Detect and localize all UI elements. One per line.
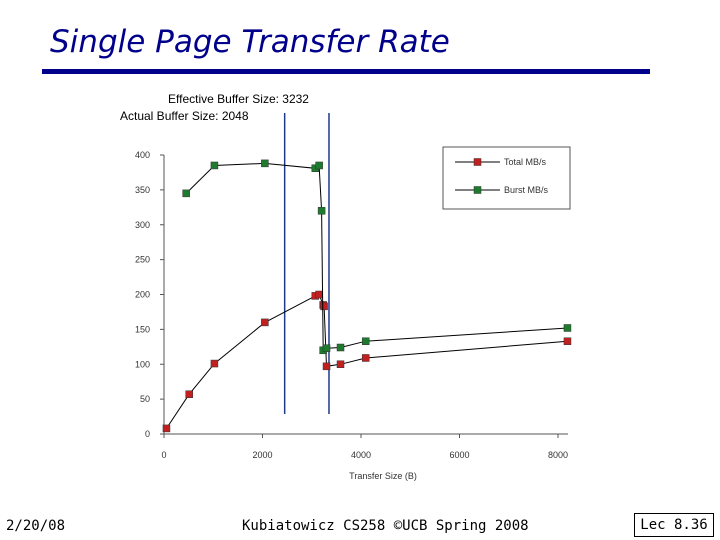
burst-mbs-point bbox=[182, 189, 190, 198]
y-tick-label: 150 bbox=[135, 324, 150, 334]
x-tick-label: 6000 bbox=[449, 450, 469, 460]
total-mbs-point bbox=[185, 390, 193, 398]
x-tick-label: 2000 bbox=[252, 450, 272, 460]
x-axis-label: Transfer Size (B) bbox=[349, 471, 417, 481]
y-tick-label: 200 bbox=[135, 290, 150, 300]
actual-buffer-note: Actual Buffer Size: 2048 bbox=[120, 109, 249, 123]
y-tick-label: 300 bbox=[135, 220, 150, 230]
y-tick-label: 350 bbox=[135, 185, 150, 195]
slide-title: Single Page Transfer Rate bbox=[50, 24, 450, 60]
x-tick-label: 8000 bbox=[548, 450, 568, 460]
total-mbs-point bbox=[162, 424, 171, 433]
burst-mbs-point bbox=[317, 207, 326, 215]
footer-date: 2/20/08 bbox=[6, 518, 66, 534]
total-mbs-point bbox=[315, 290, 323, 299]
legend-box bbox=[442, 146, 571, 210]
x-tick-label: 0 bbox=[161, 450, 166, 460]
footer-page-number: Lec 8.36 bbox=[634, 513, 714, 537]
burst-mbs-point bbox=[322, 344, 331, 352]
burst-mbs-point bbox=[563, 324, 572, 332]
total-mbs-point bbox=[322, 362, 331, 371]
footer-course: Kubiatowicz CS258 ©UCB Spring 2008 bbox=[242, 518, 529, 534]
y-tick-label: 100 bbox=[135, 359, 150, 369]
total-mbs-point bbox=[210, 359, 219, 368]
burst-mbs-legend-marker bbox=[473, 186, 482, 194]
burst-mbs-point bbox=[261, 159, 269, 168]
total-mbs-point bbox=[336, 360, 345, 368]
total-mbs-point bbox=[361, 354, 370, 362]
total-mbs-point bbox=[563, 337, 572, 345]
burst-mbs-point bbox=[315, 161, 323, 170]
effective-buffer-note: Effective Buffer Size: 3232 bbox=[168, 92, 309, 106]
total-mbs-point bbox=[320, 302, 328, 311]
title-underline bbox=[42, 69, 650, 74]
y-tick-label: 250 bbox=[135, 255, 150, 265]
total-mbs-legend-marker bbox=[473, 158, 482, 166]
total-mbs-point bbox=[261, 318, 269, 327]
burst-mbs-legend-label: Burst MB/s bbox=[504, 185, 549, 195]
burst-mbs-point bbox=[336, 343, 345, 352]
burst-mbs-point bbox=[361, 337, 370, 345]
total-mbs-legend-label: Total MB/s bbox=[504, 157, 547, 167]
total-mbs-line bbox=[166, 293, 568, 429]
y-tick-label: 50 bbox=[140, 394, 150, 404]
y-tick-label: 0 bbox=[145, 429, 150, 439]
x-tick-label: 4000 bbox=[351, 450, 371, 460]
y-tick-label: 400 bbox=[135, 150, 150, 160]
burst-mbs-point bbox=[210, 161, 219, 170]
